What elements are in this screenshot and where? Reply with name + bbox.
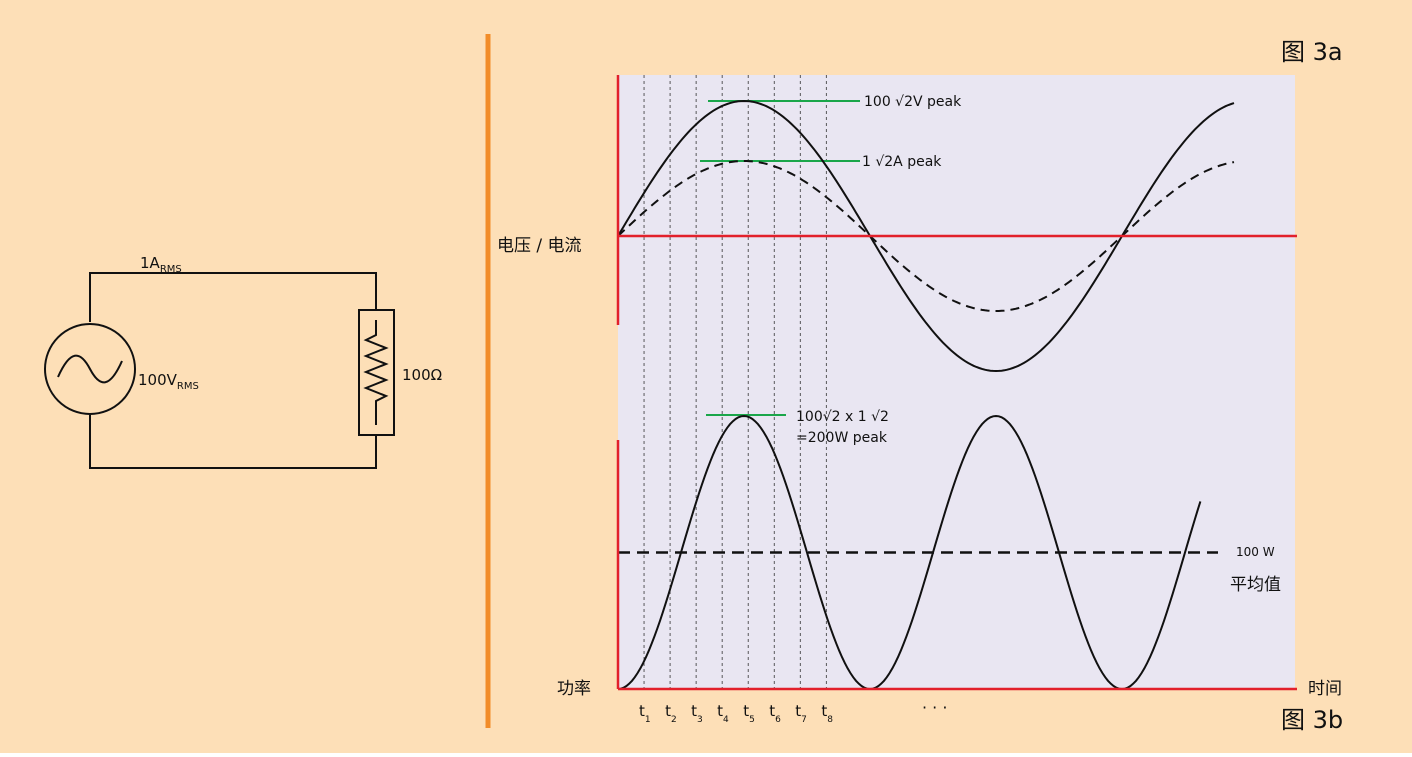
time-tick-label-1: t1 [639, 702, 651, 725]
time-tick-label-8: t8 [821, 702, 833, 725]
resistor-value-label: 100Ω [402, 366, 442, 384]
current-curve [617, 160, 1235, 312]
average-label: 平均值 [1230, 575, 1281, 595]
time-axis-label: 时间 [1308, 679, 1342, 699]
time-tick-label-5: t5 [743, 702, 755, 725]
current-peak-label: 1 √2A peak [862, 154, 942, 170]
power-peak-label-line2: =200W peak [796, 430, 888, 446]
time-tick-label-7: t7 [795, 702, 807, 725]
top-wire [89, 272, 377, 322]
peak-reference-lines [700, 100, 860, 416]
time-tick-label-3: t3 [691, 702, 703, 725]
voltage-curve [617, 99, 1235, 373]
ac-source-icon [44, 323, 136, 415]
power-axis-label: 功率 [557, 679, 591, 699]
time-tick-label-6: t6 [769, 702, 781, 725]
figure-a-label: 图 3a [1281, 38, 1343, 66]
average-value-label: 100 W [1236, 545, 1275, 559]
time-tick-gridlines [643, 75, 827, 689]
voltage-current-axis-label: 电压 / 电流 [497, 236, 582, 256]
resistor-icon [358, 309, 395, 436]
source-voltage-label: 100VRMS [138, 371, 199, 392]
time-tick-label-2: t2 [665, 702, 677, 725]
current-label: 1ARMS [140, 254, 182, 275]
voltage-peak-label: 100 √2V peak [864, 94, 962, 110]
plot-area [618, 75, 1295, 689]
power-curve [617, 414, 1202, 691]
tick-ellipsis: · · · [922, 698, 947, 717]
circuit-diagram [44, 272, 395, 469]
bottom-wire [89, 415, 377, 469]
time-tick-labels: t1 t2 t3 t4 t5 t6 t7 t8 [639, 702, 833, 725]
axes [616, 75, 1297, 691]
time-tick-label-4: t4 [717, 702, 729, 725]
figure-b-label: 图 3b [1281, 706, 1343, 734]
power-peak-label-line1: 100√2 x 1 √2 [796, 409, 889, 425]
